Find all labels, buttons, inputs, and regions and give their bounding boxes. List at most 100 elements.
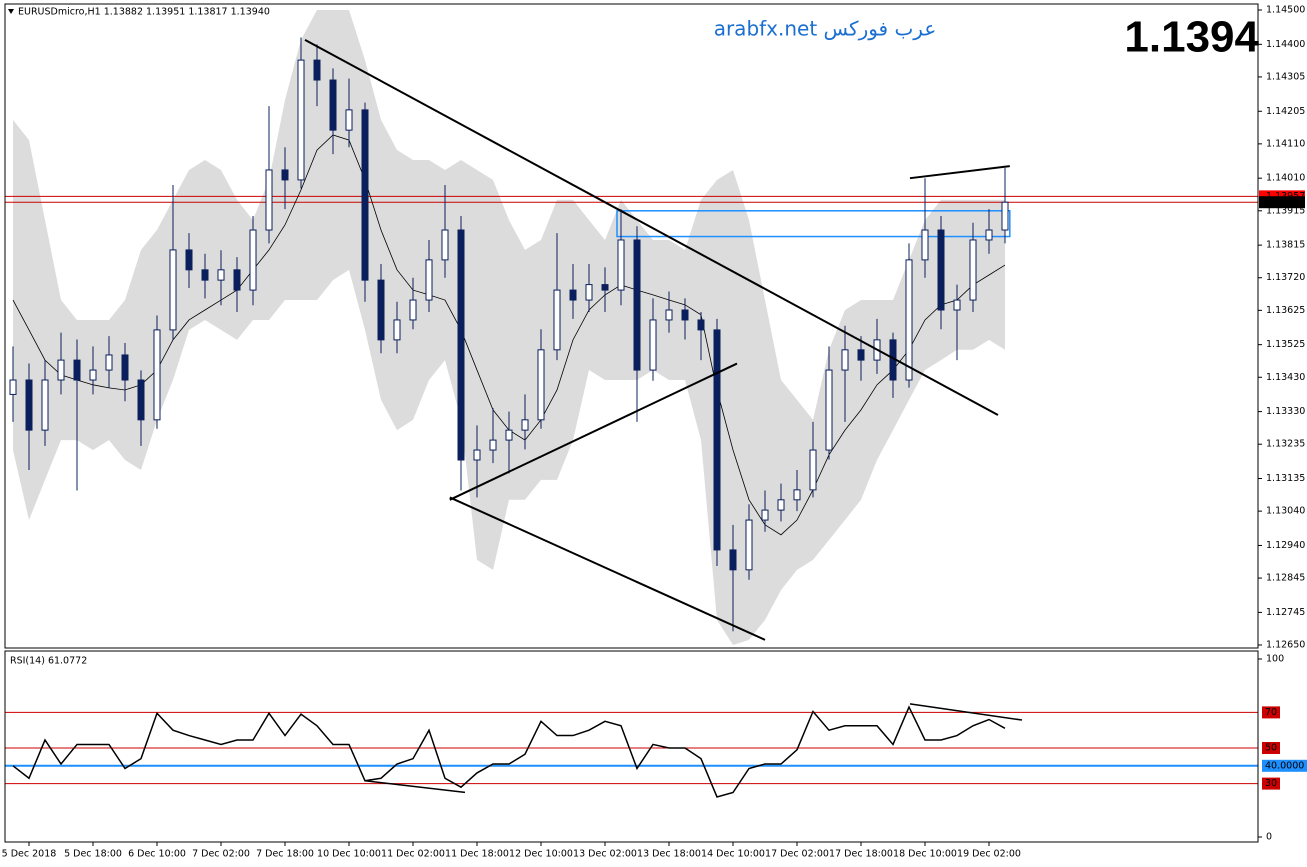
level-label-box: [1262, 777, 1280, 790]
trendline: [909, 703, 1023, 721]
y-tick-label: 0: [1266, 832, 1272, 843]
x-tick-label: 14 Dec 10:00: [701, 849, 765, 860]
y-tick-label: 1.14010: [1266, 173, 1305, 184]
trendline: [304, 38, 999, 416]
candle-body: [681, 309, 689, 321]
candle-body: [137, 379, 145, 421]
candle-body: [793, 489, 801, 501]
x-tick-label: 12 Dec 10:00: [509, 849, 573, 860]
x-tick-label: 13 Dec 02:00: [573, 849, 637, 860]
y-tick-label: 1.12940: [1266, 540, 1305, 551]
level-label-box: [1262, 742, 1280, 754]
y-tick-label: 1.14400: [1266, 39, 1305, 50]
candle-body: [921, 229, 929, 261]
y-tick-label: 1.14500: [1266, 5, 1305, 16]
candle-body: [441, 229, 449, 261]
candle-body: [553, 289, 561, 351]
band-area: [13, 10, 1005, 645]
candle-body: [185, 249, 193, 271]
x-tick-label: 18 Dec 10:00: [893, 849, 957, 860]
candle-body: [169, 249, 177, 331]
candle-body: [649, 319, 657, 371]
y-tick-label: 1.13235: [1266, 439, 1305, 450]
level-label: 70: [1265, 707, 1277, 718]
x-tick-label: 11 Dec 18:00: [445, 849, 509, 860]
price-frame: [4, 3, 1259, 649]
price-chart: 1.14500 1.14400 1.14305 1.14205 1.14110 1.140…: [2, 5, 1306, 860]
candle-body: [825, 369, 833, 451]
candle-body: [9, 379, 17, 395]
candle-body: [585, 284, 593, 301]
trendline: [909, 165, 1010, 180]
candle-body: [425, 259, 433, 301]
x-tick-label: 7 Dec 18:00: [256, 849, 314, 860]
y-tick-label: 1.13720: [1266, 272, 1305, 283]
candle-body: [521, 419, 529, 431]
candle-body: [761, 509, 769, 521]
candle-body: [713, 329, 721, 551]
candle-body: [41, 379, 49, 431]
candle-body: [281, 169, 289, 181]
x-tick-label: 5 Dec 2018: [2, 849, 57, 860]
candle-body: [409, 299, 417, 321]
candle-body: [953, 299, 961, 311]
candle-body: [601, 284, 609, 291]
y-tick-label: 1.14110: [1266, 138, 1305, 149]
x-tick-label: 17 Dec 18:00: [829, 849, 893, 860]
menu-arrow[interactable]: [8, 9, 14, 14]
candle-body: [745, 519, 753, 571]
y-tick-label: 1.13135: [1266, 473, 1305, 484]
level-label-box: [1262, 759, 1307, 772]
y-tick-label: 1.13625: [1266, 305, 1305, 316]
x-tick-label: 13 Dec 18:00: [637, 849, 701, 860]
y-tick-label: 1.14205: [1266, 106, 1305, 117]
x-tick-label: 6 Dec 10:00: [128, 849, 186, 860]
candle-body: [25, 379, 33, 431]
big-price: 1.1394: [1124, 13, 1259, 62]
candle-body: [537, 349, 545, 421]
zone-rectangle: [616, 210, 1011, 238]
candle-body: [665, 309, 673, 321]
candle-body: [985, 229, 993, 241]
candle-body: [265, 169, 273, 231]
y-tick-label: 1.13915: [1266, 205, 1305, 216]
y-tick-label: 1.14305: [1266, 71, 1305, 82]
y-tick-label: 1.13430: [1266, 372, 1305, 383]
price-label-box: [1259, 196, 1305, 209]
y-tick-label: 1.13040: [1266, 506, 1305, 517]
candle-body: [457, 229, 465, 461]
candle-body: [969, 239, 977, 301]
candle-body: [345, 109, 353, 131]
rsi-line: [12, 705, 1006, 798]
candle-body: [697, 319, 705, 331]
candle-body: [393, 319, 401, 341]
candle-body: [633, 239, 641, 371]
symbol-header: EURUSDmicro,H1 1.13882 1.13951 1.13817 1…: [18, 7, 270, 18]
candle-body: [569, 289, 577, 301]
trendline: [449, 496, 766, 641]
x-tick-label: 11 Dec 02:00: [381, 849, 445, 860]
y-tick-label: 1.12650: [1266, 640, 1305, 651]
candle-body: [233, 269, 241, 291]
x-tick-label: 10 Dec 10:00: [317, 849, 381, 860]
trendline: [449, 362, 738, 501]
y-tick-label: 1.13525: [1266, 339, 1305, 350]
candle-body: [1001, 201, 1009, 231]
x-tick-label: 19 Dec 02:00: [957, 849, 1021, 860]
rsi-frame: [4, 650, 1259, 843]
candle-body: [777, 499, 785, 511]
level-label-box: [1262, 706, 1280, 719]
y-tick-label: 1.12845: [1266, 573, 1305, 584]
candle-body: [297, 59, 305, 181]
x-tick-label: 17 Dec 02:00: [765, 849, 829, 860]
rsi-chart: 0 100 70 50 30 40.0000: [5, 654, 1307, 843]
trendline: [364, 780, 466, 794]
y-tick-label: 1.12745: [1266, 607, 1305, 618]
candle-body: [57, 359, 65, 381]
level-label: 30: [1265, 778, 1277, 789]
level-label: 50: [1265, 743, 1277, 754]
x-tick-label: 5 Dec 18:00: [64, 849, 122, 860]
y-tick-label: 100: [1266, 654, 1284, 665]
watermark: arabfx.net عرب فوركس: [714, 17, 937, 41]
